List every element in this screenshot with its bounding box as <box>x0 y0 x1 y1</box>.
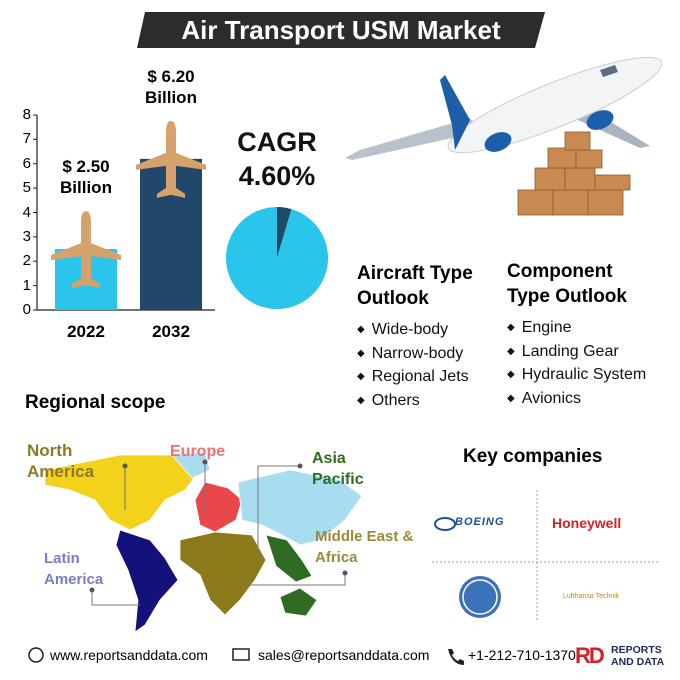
y-tick-label: 0 <box>22 301 31 318</box>
email: sales@reportsanddata.com <box>258 647 430 663</box>
region-label: Europe <box>170 443 226 460</box>
region-label: Asia Pacific <box>312 450 364 488</box>
outlook-item: Avionics <box>507 388 646 412</box>
plane-shape <box>51 211 121 289</box>
outlook-item: Regional Jets <box>357 366 469 390</box>
map-pointers <box>91 462 346 606</box>
outlook-title: Component Type Outlook <box>507 261 627 307</box>
world-map <box>44 451 363 633</box>
section-title: Key companies <box>463 446 603 467</box>
y-tick-label: 8 <box>22 106 31 123</box>
title: Air Transport USM Market <box>181 15 501 45</box>
company-grid <box>432 490 660 622</box>
brand-logo: RD <box>575 643 605 668</box>
plane-shape <box>136 120 206 198</box>
cagr-value: 4.60% <box>238 161 316 191</box>
y-tick-label: 4 <box>22 203 31 221</box>
y-tick-label: 7 <box>22 130 31 148</box>
outlook-item: Narrow-body <box>357 343 469 367</box>
phone-icon <box>448 649 464 665</box>
company-logo: Lufthansa Technik <box>563 593 620 600</box>
region-label: Latin America <box>44 550 104 588</box>
outlook-title: Aircraft Type Outlook <box>357 263 473 309</box>
value-label: $ 6.20 Billion <box>145 66 197 107</box>
pie-slice <box>226 207 329 309</box>
outlook-item: Others <box>357 390 469 414</box>
company-logo: Honeywell <box>552 515 622 531</box>
y-tick-label: 3 <box>22 227 31 245</box>
cargo-boxes <box>517 131 631 216</box>
outlook-item: Wide-body <box>357 319 469 343</box>
mail-icon <box>232 648 250 661</box>
x-tick-label: 2032 <box>152 322 190 341</box>
y-tick-label: 6 <box>22 154 31 172</box>
globe-icon <box>28 647 44 663</box>
map-pointer-dots <box>89 459 348 593</box>
bar-chart: 0 1 2 3 4 5 6 7 8 $ 2.50 Billion 2022 $ 6.20 Billio… <box>0 0 340 350</box>
y-tick-label: 2 <box>22 252 31 270</box>
boeing-mark <box>434 517 456 531</box>
ge-logo <box>459 576 501 618</box>
y-tick-label: 5 <box>22 179 31 197</box>
outlook-item: Hydraulic System <box>507 364 646 388</box>
outlook-item: Landing Gear <box>507 341 646 365</box>
pie-slice <box>277 207 292 258</box>
cagr-label: CAGR <box>237 127 317 157</box>
value-label: $ 2.50 Billion <box>60 157 112 198</box>
phone: +1-212-710-1370 <box>468 647 576 663</box>
website: www.reportsanddata.com <box>50 647 208 663</box>
brand-name: REPORTS AND DATA <box>611 644 665 668</box>
title-banner <box>137 12 545 48</box>
outlook-item: Engine <box>507 317 646 341</box>
x-tick-label: 2022 <box>67 322 105 341</box>
plane-icon <box>51 211 121 289</box>
airplane-illustration <box>345 56 663 160</box>
region-label: Middle East & Africa <box>315 528 414 566</box>
section-title: Regional scope <box>25 392 166 413</box>
plane-icon <box>136 120 206 198</box>
outlook-list: EngineLanding GearHydraulic SystemAvioni… <box>507 317 646 411</box>
y-tick-label: 1 <box>22 276 31 294</box>
company-logo: BOEING <box>455 516 505 528</box>
outlook-list: Wide-bodyNarrow-bodyRegional JetsOthers <box>357 319 469 413</box>
region-label: North America <box>27 441 95 481</box>
